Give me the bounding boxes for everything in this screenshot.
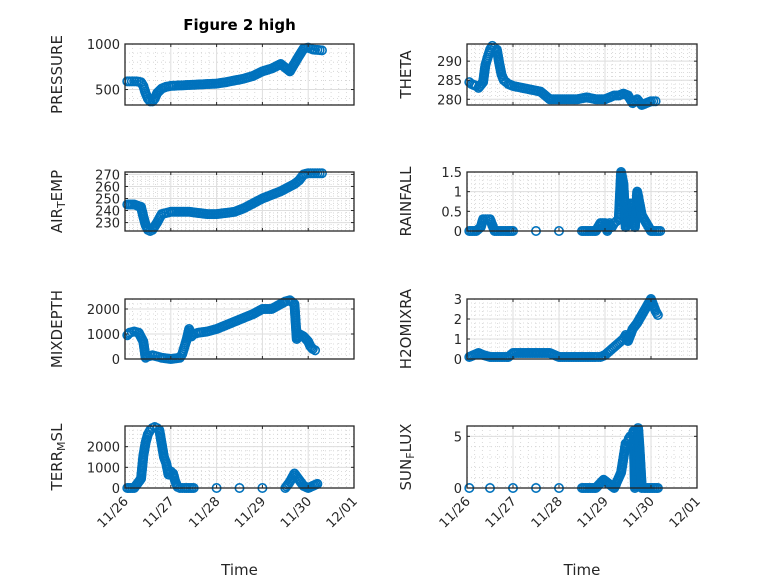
y-axis-label-part: RAINFALL (397, 166, 415, 237)
data-point (310, 345, 321, 356)
y-tick-label: 1 (454, 186, 462, 201)
data-markers (122, 42, 327, 107)
y-axis-label-part: SUN (397, 459, 415, 491)
figure-title: Figure 2 high (183, 16, 296, 34)
data-point (652, 309, 663, 320)
y-tick-label: 240 (95, 205, 120, 220)
y-tick-label: 285 (437, 74, 462, 89)
y-tick-label: 260 (95, 180, 120, 195)
x-axis-label: Time (563, 561, 601, 579)
axes-h2omixra: 0 1 2 3 H2OMIXRA (397, 288, 698, 369)
y-axis-label-part: AIR (48, 208, 66, 233)
y-tick-label: 1.5 (441, 166, 462, 181)
y-axis-label: H2OMIXRA (397, 288, 415, 369)
y-axis-label-part: MIXDEPTH (48, 290, 66, 368)
y-axis-label-part: F (404, 452, 417, 458)
axes-pressure: 500 1000 PRESSURE (48, 35, 355, 114)
y-tick-label: 280 (437, 93, 462, 108)
y-tick-label: 0 (454, 353, 462, 368)
y-tick-label: 0 (112, 482, 120, 497)
y-tick-label: 2 (454, 313, 462, 328)
y-axis-label-part: M (55, 441, 68, 451)
y-tick-label: 0 (454, 225, 462, 240)
y-tick-label: 500 (95, 84, 120, 99)
data-markers (122, 295, 321, 364)
y-axis-label-part: EMP (48, 170, 66, 201)
y-tick-label: 0.5 (441, 205, 462, 220)
plot-area (467, 172, 697, 231)
axes-box (124, 43, 355, 106)
axes-box (466, 43, 698, 106)
axes-mixdepth: 0 1000 2000 MIXDEPTH (48, 290, 355, 368)
y-tick-label: 5 (454, 430, 462, 445)
axes-box (124, 425, 355, 489)
y-axis-label: AIRTEMP (48, 170, 68, 233)
y-tick-label: 1 (454, 333, 462, 348)
y-tick-label: 1000 (87, 461, 120, 476)
y-tick-label: 2000 (87, 303, 120, 318)
y-tick-label: 230 (95, 217, 120, 232)
y-axis-label-part: T (55, 201, 68, 209)
data-point (316, 168, 327, 179)
y-tick-label: 0 (454, 482, 462, 497)
axes-box (124, 171, 355, 232)
data-markers (122, 168, 327, 237)
axes-box (466, 425, 698, 489)
y-tick-label: 0 (112, 353, 120, 368)
y-tick-label: 290 (437, 55, 462, 70)
data-point (316, 45, 327, 56)
axes-rainfall: 0 0.5 1 1.5 RAINFALL (397, 166, 698, 240)
y-tick-label: 1000 (87, 38, 120, 53)
y-tick-label: 270 (95, 168, 120, 183)
y-axis-label: MIXDEPTH (48, 290, 66, 368)
y-axis-label-part: H2OMIXRA (397, 288, 415, 369)
y-tick-label: 1000 (87, 328, 120, 343)
axes-box (124, 298, 355, 360)
y-axis-label-part: LUX (397, 424, 415, 453)
axes-box (466, 298, 698, 360)
axes-box (466, 171, 698, 232)
y-axis-label: TERRMSL (48, 423, 68, 492)
y-axis-label-part: TERR (48, 451, 66, 492)
y-axis-label: SUNFLUX (397, 424, 417, 491)
data-markers (464, 40, 661, 111)
y-tick-label: 250 (95, 192, 120, 207)
axes-theta: 280 285 290 THETA (397, 40, 698, 111)
data-markers (464, 423, 663, 493)
y-tick-label: 3 (454, 293, 462, 308)
y-axis-label-part: PRESSURE (48, 35, 66, 114)
x-axis-label: Time (220, 561, 258, 579)
y-axis-label: PRESSURE (48, 35, 66, 114)
y-axis-label: THETA (397, 50, 415, 100)
y-axis-label-part: THETA (397, 50, 415, 100)
y-tick-label: 2000 (87, 441, 120, 456)
y-axis-label: RAINFALL (397, 166, 415, 237)
y-axis-label-part: SL (48, 423, 66, 442)
